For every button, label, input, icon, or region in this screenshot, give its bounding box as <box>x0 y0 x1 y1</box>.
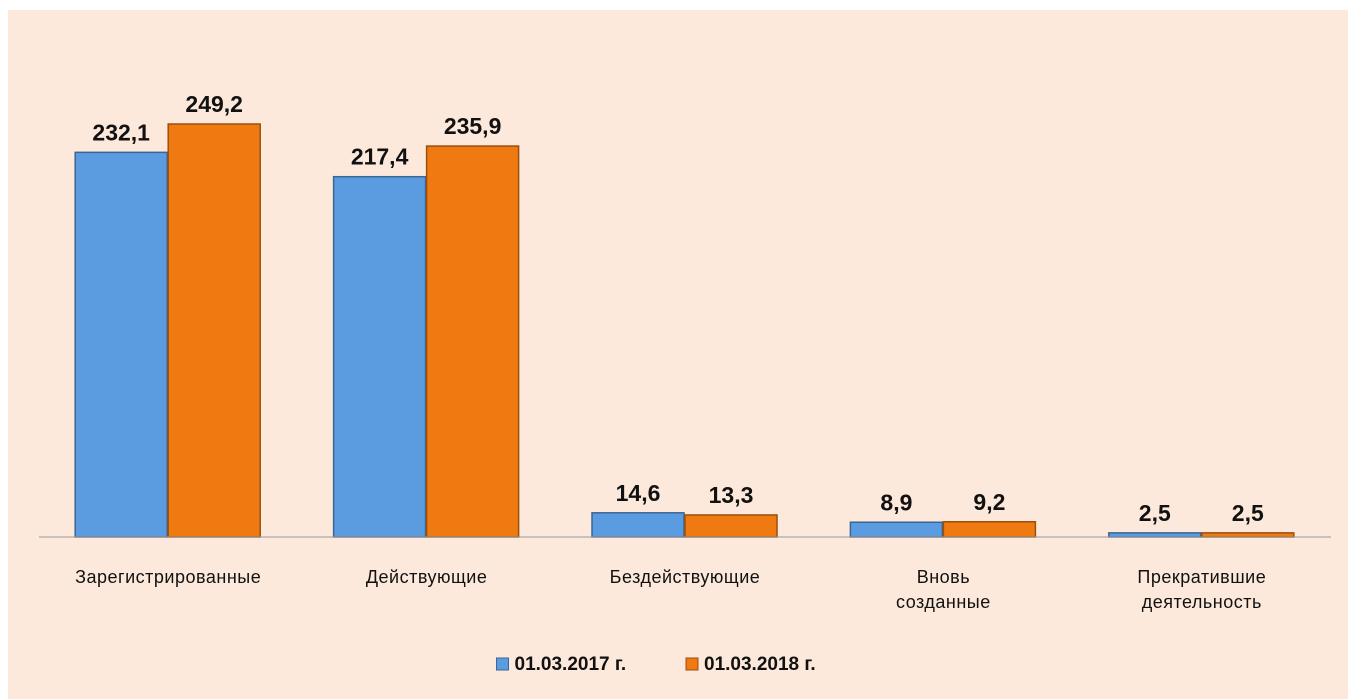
bar <box>849 521 944 538</box>
legend-label: 01.03.2018 г. <box>704 654 816 675</box>
value-label: 217,4 <box>351 144 409 170</box>
x-tick-label: Зарегистрированные <box>75 567 262 587</box>
value-label: 235,9 <box>444 113 502 139</box>
legend-swatch <box>685 657 699 671</box>
value-label: 2,5 <box>1232 500 1264 526</box>
x-tick-label: Вновь созданные <box>896 567 991 612</box>
legend-label: 01.03.2017 г. <box>515 654 627 675</box>
bar <box>74 151 168 538</box>
bar <box>942 521 1037 538</box>
value-label: 13,3 <box>709 482 754 508</box>
bar <box>1108 532 1202 538</box>
bar <box>425 145 520 538</box>
bar <box>684 514 778 538</box>
x-tick-label: Действующие <box>365 567 488 587</box>
x-tick-label: Прекратившие деятельность <box>1137 567 1267 612</box>
value-label: 2,5 <box>1139 500 1171 526</box>
x-tick-label: Бездействующие <box>609 567 761 587</box>
value-label: 249,2 <box>185 91 243 117</box>
value-label: 9,2 <box>973 489 1005 515</box>
value-label: 8,9 <box>880 489 912 515</box>
value-label: 232,1 <box>92 119 150 145</box>
bar <box>591 512 685 538</box>
legend-swatch <box>496 657 509 671</box>
bar <box>332 175 427 538</box>
value-label: 14,6 <box>616 480 661 506</box>
bar <box>1201 532 1295 538</box>
bar <box>167 123 261 538</box>
